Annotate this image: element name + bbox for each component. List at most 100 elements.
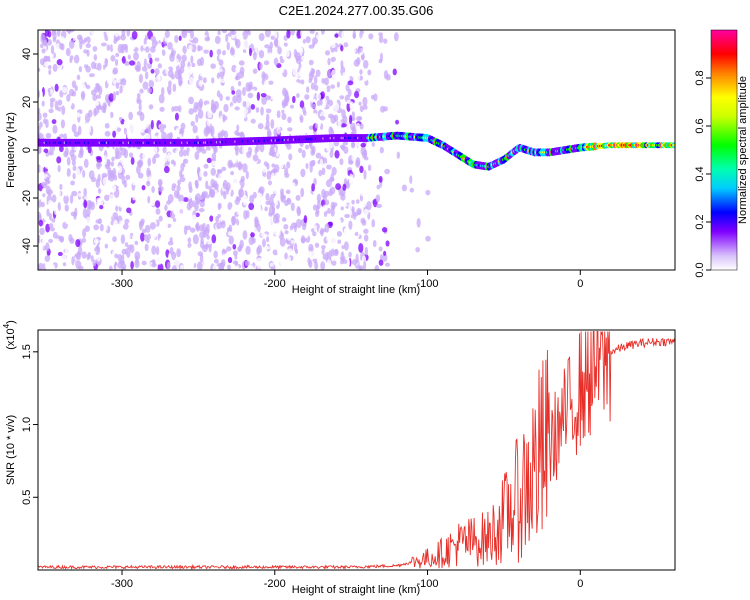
spectrogram-cell: [351, 259, 358, 266]
spectrogram-cell: [56, 30, 61, 37]
spectrogram-cell: [415, 246, 420, 253]
spectrogram-cell: [243, 198, 249, 206]
spectrogram-cell: [273, 57, 279, 66]
spectrogram-cell: [72, 165, 77, 172]
spectrogram-cell: [182, 242, 188, 248]
spectrogram-cell: [297, 126, 303, 136]
spectrogram-cell: [425, 235, 431, 242]
spectrogram-cell: [265, 193, 270, 201]
spectrogram-cell: [50, 263, 56, 270]
spectrogram-cell: [218, 59, 224, 67]
spectrogram-cell: [112, 232, 118, 237]
spectrogram-cell: [377, 239, 384, 248]
snr-series-line: [38, 331, 675, 570]
spectrogram-cell: [103, 223, 108, 232]
spectrogram-cell: [202, 244, 208, 253]
spectrogram-cell: [279, 160, 284, 169]
spectrogram-cell: [189, 30, 194, 39]
spectrogram-cell: [161, 49, 166, 57]
spectrogram-cell: [310, 98, 317, 104]
spectrogram-cell: [260, 176, 267, 186]
spectrogram-cell: [44, 255, 51, 263]
spectrogram-cell: [280, 259, 284, 266]
spectrogram-cell: [171, 153, 177, 160]
spectrogram-cell: [242, 86, 246, 96]
spectrogram-cell: [333, 237, 338, 246]
spectrogram-cell: [298, 147, 303, 153]
spectrogram-cell: [95, 100, 100, 107]
spectrogram-cell: [340, 206, 344, 211]
spectrogram-cell: [170, 34, 175, 45]
spectrogram-cell: [316, 61, 321, 67]
spectrogram-cell: [263, 80, 269, 88]
spectrogram-cell: [181, 30, 188, 39]
spectrogram-cell: [343, 227, 349, 238]
spectrogram-cell: [340, 259, 345, 265]
spectrogram-cell: [216, 48, 222, 56]
spectrogram-cell: [324, 170, 329, 179]
spectrogram-cell: [174, 257, 180, 267]
spectrogram-cell: [229, 47, 235, 56]
snr-x-tick-label: -200: [264, 578, 286, 590]
spectrogram-cell: [152, 177, 159, 183]
spectrogram-cell: [337, 239, 342, 244]
spectrogram-cell: [71, 256, 75, 266]
spectrogram-cell: [95, 94, 101, 99]
spectrogram-cell: [359, 123, 364, 130]
spectrogram-cell: [341, 235, 346, 242]
spectrogram-cell: [342, 183, 347, 191]
spectrogram-cell: [336, 230, 343, 237]
spectrogram-cell: [234, 38, 238, 47]
spectrogram-cell: [321, 97, 327, 106]
spectrogram-cell: [409, 187, 415, 193]
spectrogram-cell: [290, 30, 295, 36]
spectrogram-cell: [378, 246, 383, 252]
spectrogram-cell: [231, 205, 236, 214]
spectrogram-cell: [133, 51, 139, 61]
spectrogram-cell: [274, 164, 280, 173]
spectrogram-cell: [131, 233, 138, 242]
spectrogram-cell: [236, 184, 241, 189]
spectrogram-cell: [80, 30, 85, 36]
spectrogram-cell: [195, 183, 199, 189]
spectrogram-cell: [314, 123, 319, 129]
spectrogram-cell: [297, 107, 303, 112]
spectrogram-cell: [269, 262, 274, 267]
spectrogram-cell: [58, 115, 62, 125]
spectrogram-cell: [62, 262, 67, 267]
spectrogram-cell: [239, 33, 244, 41]
spectrogram-cell: [77, 192, 83, 197]
spectrogram-cell: [94, 170, 99, 176]
spectrogram-cell: [84, 112, 91, 123]
spectrogram-cell: [71, 159, 76, 166]
spectrogram-cell: [61, 105, 66, 116]
spectrogram-cell: [83, 63, 89, 69]
spectrogram-cell: [270, 179, 276, 186]
spectrogram-cell: [162, 146, 167, 154]
spectrogram-cell: [315, 178, 320, 187]
spectrogram-cell: [122, 222, 129, 230]
spectrogram-cell: [358, 181, 364, 190]
spectrogram-cell: [52, 231, 58, 239]
spectrogram-cell: [231, 215, 237, 226]
spectrogram-cell: [147, 233, 152, 240]
spectrogram-cell: [186, 155, 192, 165]
spectrogram-cell: [68, 101, 72, 107]
spectrogram-cell: [283, 42, 288, 47]
spectrogram-cell: [39, 121, 43, 128]
spectrogram-cell: [43, 214, 48, 221]
spectrogram-cell: [88, 73, 95, 78]
spectrogram-cell: [154, 200, 161, 208]
spectrogram-cell: [176, 184, 181, 192]
spectrogram-cell: [188, 69, 195, 75]
spectrogram-cell: [38, 145, 42, 154]
spectrogram-cell: [245, 55, 250, 63]
spectrogram-cell: [333, 38, 339, 44]
spectrogram-cell: [329, 150, 334, 158]
spectrogram-cell: [361, 219, 367, 226]
spectrogram-cell: [167, 115, 173, 121]
spectrogram-cell: [104, 243, 109, 249]
spectrogram-cell: [56, 59, 63, 66]
spectrogram-cell: [284, 252, 288, 260]
